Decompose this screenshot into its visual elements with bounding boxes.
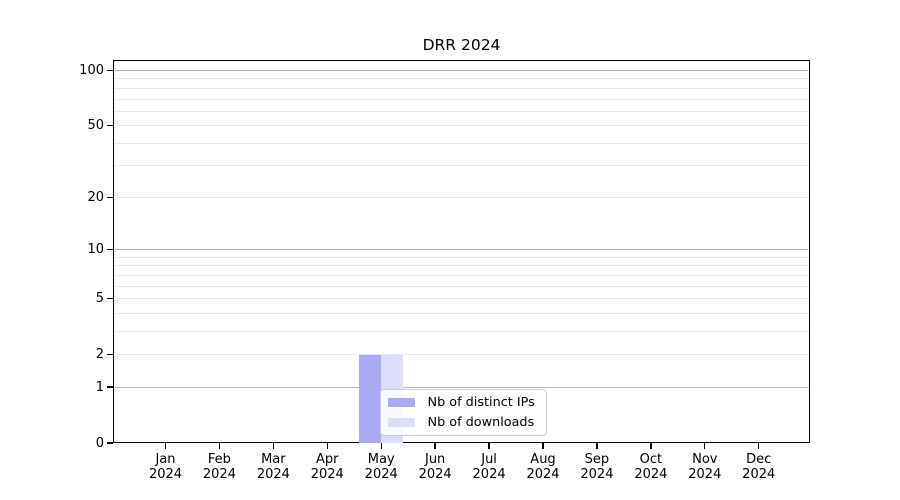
legend-label: Nb of distinct IPs bbox=[427, 395, 535, 410]
x-tick-mark bbox=[380, 443, 382, 449]
x-tick-label: Aug 2024 bbox=[513, 452, 573, 482]
minor-gridline bbox=[114, 265, 809, 267]
x-tick-month: Sep bbox=[584, 452, 610, 467]
minor-gridline bbox=[114, 78, 809, 80]
y-tick-label: 50 bbox=[87, 118, 104, 134]
x-tick-month: Apr bbox=[316, 452, 339, 467]
y-tick-label: 1 bbox=[95, 379, 104, 395]
x-tick-label: Sep 2024 bbox=[567, 452, 627, 482]
y-tick-mark bbox=[107, 196, 113, 198]
downloads-swatch bbox=[387, 417, 415, 428]
x-tick-year: 2024 bbox=[310, 467, 344, 482]
x-tick-label: Jan 2024 bbox=[136, 452, 196, 482]
x-tick-label: Apr 2024 bbox=[297, 452, 357, 482]
y-tick-mark bbox=[107, 297, 113, 300]
x-tick-year: 2024 bbox=[742, 467, 776, 482]
x-tick-mark bbox=[596, 443, 598, 449]
x-tick-month: Oct bbox=[639, 452, 663, 467]
minor-gridline bbox=[114, 98, 809, 100]
y-tick-mark bbox=[107, 442, 113, 444]
minor-gridline bbox=[114, 165, 809, 167]
y-tick-label: 20 bbox=[87, 189, 104, 205]
chart-title: DRR 2024 bbox=[422, 36, 501, 54]
x-tick-mark bbox=[272, 443, 275, 449]
x-tick-mark bbox=[650, 443, 652, 449]
minor-gridline bbox=[114, 256, 809, 258]
x-tick-label: Jun 2024 bbox=[405, 452, 465, 482]
minor-gridline bbox=[114, 196, 809, 198]
x-tick-label: Jul 2024 bbox=[459, 452, 519, 482]
x-tick-label: Dec 2024 bbox=[729, 452, 789, 482]
x-tick-mark bbox=[218, 443, 221, 449]
legend-label: Nb of downloads bbox=[427, 415, 535, 430]
y-tick-mark bbox=[107, 353, 113, 355]
x-tick-label: Oct 2024 bbox=[621, 452, 681, 482]
minor-gridline bbox=[114, 87, 809, 89]
minor-gridline bbox=[114, 142, 809, 144]
minor-gridline bbox=[114, 297, 809, 299]
x-tick-year: 2024 bbox=[580, 467, 614, 482]
minor-gridline bbox=[114, 274, 809, 276]
x-tick-year: 2024 bbox=[472, 467, 506, 482]
x-tick-year: 2024 bbox=[418, 467, 452, 482]
y-tick-label: 5 bbox=[95, 290, 104, 306]
y-tick-label: 10 bbox=[87, 241, 104, 257]
major-gridline bbox=[114, 386, 809, 388]
x-tick-mark bbox=[542, 443, 544, 449]
x-tick-mark bbox=[326, 443, 328, 449]
minor-gridline bbox=[114, 285, 809, 287]
y-tick-label: 2 bbox=[95, 346, 104, 362]
x-tick-month: Jun bbox=[424, 452, 446, 467]
major-gridline bbox=[114, 70, 809, 72]
x-tick-year: 2024 bbox=[634, 467, 668, 482]
minor-gridline bbox=[114, 125, 809, 127]
x-tick-year: 2024 bbox=[148, 467, 183, 482]
x-tick-month: Feb bbox=[207, 452, 231, 467]
x-tick-label: Mar 2024 bbox=[243, 452, 303, 482]
y-tick-mark bbox=[107, 248, 113, 251]
x-tick-year: 2024 bbox=[202, 467, 236, 482]
legend: Nb of distinct IPs Nb of downloads bbox=[379, 389, 547, 436]
y-tick-label: 0 bbox=[95, 435, 104, 451]
x-tick-month: Dec bbox=[746, 452, 772, 467]
x-tick-month: Mar bbox=[261, 452, 286, 467]
x-tick-year: 2024 bbox=[256, 467, 290, 482]
x-tick-label: Nov 2024 bbox=[675, 452, 735, 482]
x-tick-mark bbox=[488, 443, 490, 449]
minor-gridline bbox=[114, 110, 809, 112]
y-tick-mark bbox=[107, 69, 113, 72]
x-tick-year: 2024 bbox=[526, 467, 560, 482]
minor-gridline bbox=[114, 330, 809, 332]
x-tick-mark bbox=[164, 443, 167, 449]
minor-gridline bbox=[114, 312, 809, 314]
legend-item-downloads: Nb of downloads bbox=[387, 415, 538, 430]
x-tick-label: May 2024 bbox=[351, 452, 411, 482]
major-gridline bbox=[114, 249, 809, 251]
x-tick-month: Aug bbox=[530, 452, 556, 467]
legend-item-distinct-ips: Nb of distinct IPs bbox=[387, 395, 538, 410]
x-tick-mark bbox=[434, 443, 436, 449]
distinct-ips-swatch bbox=[387, 397, 415, 408]
x-tick-month: Jul bbox=[481, 452, 497, 467]
minor-gridline bbox=[114, 353, 809, 355]
x-tick-mark bbox=[704, 443, 706, 449]
y-tick-mark bbox=[107, 386, 113, 388]
bar-distinct-ips bbox=[358, 355, 381, 443]
x-tick-month: Jan bbox=[155, 452, 176, 467]
y-tick-mark bbox=[107, 124, 113, 127]
plot-area bbox=[113, 59, 810, 443]
x-tick-month: Nov bbox=[692, 452, 718, 467]
y-tick-label: 100 bbox=[79, 62, 104, 78]
x-tick-year: 2024 bbox=[364, 467, 398, 482]
x-tick-year: 2024 bbox=[688, 467, 722, 482]
x-tick-month: May bbox=[367, 452, 395, 467]
x-tick-mark bbox=[758, 443, 760, 449]
x-tick-label: Feb 2024 bbox=[189, 452, 249, 482]
